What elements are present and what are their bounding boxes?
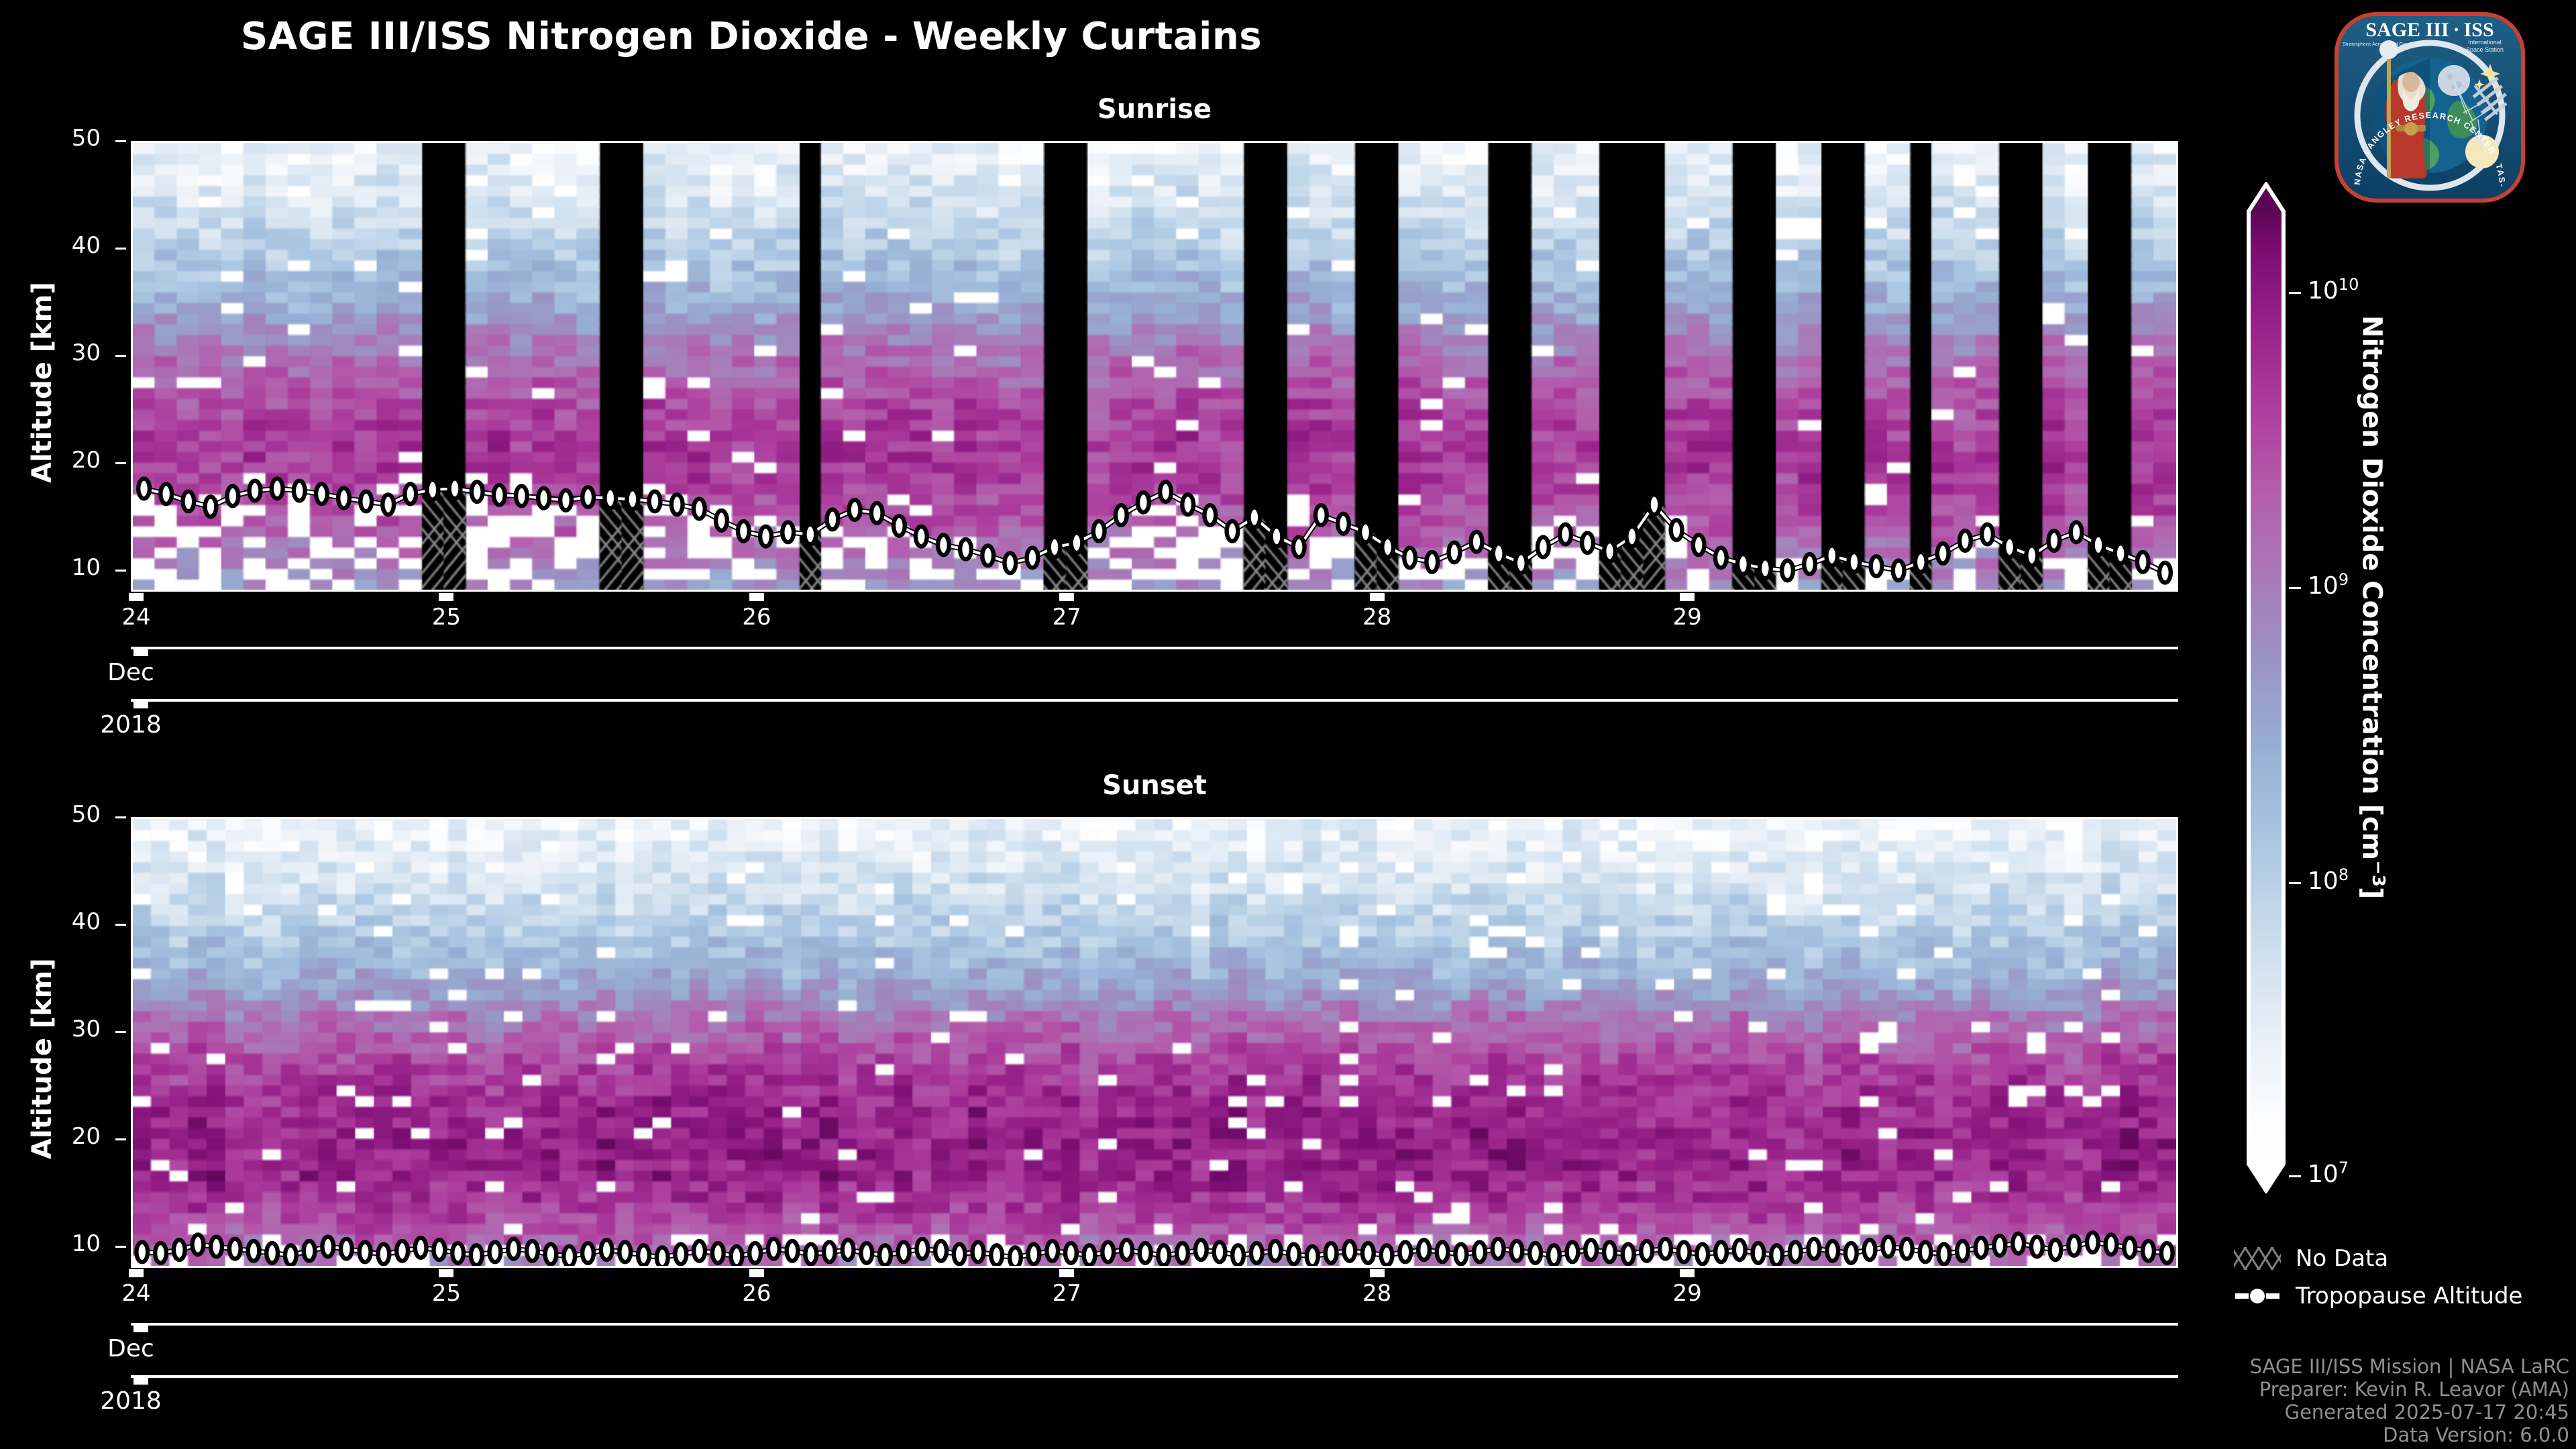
x-tick-label-day: 28 [1362, 1280, 1392, 1307]
colorbar-tick-label: 1010 [2308, 274, 2359, 305]
x-tick-mark-day [1369, 593, 1385, 601]
x-tick-label-day: 25 [431, 1280, 462, 1307]
x-tick-label-day: 29 [1672, 1280, 1702, 1307]
x-tick-mark-day [1680, 1269, 1695, 1277]
legend-item-no-data: No Data [2226, 1240, 2569, 1277]
colorbar: 1010 109 108 107 [2247, 182, 2359, 1193]
legend-item-tropopause: Tropopause Altitude [2234, 1277, 2569, 1315]
y-tick-mark [115, 924, 126, 926]
x-axis-year-label: 2018 [100, 711, 162, 739]
colorbar-tick-mark [2289, 291, 2301, 294]
logo-subtitle-b2: Space Station [2466, 46, 2504, 53]
colorbar-tick-mark [2289, 1175, 2301, 1178]
y-tick-label: 10 [71, 1230, 101, 1257]
y-tick-mark [115, 140, 126, 142]
x-axis-month-label: Dec [107, 1335, 154, 1362]
logo-title-a: SAGE III · ISS [2365, 19, 2493, 41]
y-tick-label: 50 [71, 801, 101, 828]
y-tick-label: 10 [71, 554, 101, 581]
y-tick-mark [115, 570, 126, 572]
x-tick-mark-day [1680, 593, 1695, 601]
footer-line: Generated 2025-07-17 20:45 [2284, 1401, 2569, 1424]
x-tick-mark-day [129, 1269, 144, 1277]
colorbar-tick-label: 109 [2308, 570, 2349, 600]
x-axis-month-rule [131, 647, 2178, 649]
colorbar-tick-mark [2289, 586, 2301, 589]
footer-line: Data Version: 6.0.0 [2383, 1424, 2569, 1446]
y-tick-mark [115, 1031, 126, 1033]
y-tick-mark [115, 1246, 126, 1248]
x-axis-month-rule [131, 1323, 2178, 1326]
sunset-panel-title: Sunset [1102, 770, 1207, 801]
colorbar-gradient [2249, 211, 2284, 1164]
colorbar-tick-mark [2289, 882, 2301, 885]
footer-line: SAGE III/ISS Mission | NASA LaRC [2249, 1355, 2569, 1378]
x-tick-mark-day [749, 593, 764, 601]
colorbar-extend-max-arrow [2249, 184, 2284, 211]
x-tick-label-day: 27 [1052, 1280, 1081, 1307]
y-tick-label: 20 [71, 447, 101, 474]
x-axis-month-label: Dec [107, 659, 154, 686]
x-tick-mark-month [133, 648, 148, 656]
y-tick-mark [115, 355, 126, 357]
legend-label-tropopause: Tropopause Altitude [2296, 1283, 2523, 1309]
logo-subtitle-a: Stratospheric Aerosol and Gas Experiment… [2343, 41, 2439, 47]
y-tick-label: 40 [71, 232, 101, 259]
x-tick-mark-day [1369, 1269, 1385, 1277]
colorbar-tick-label: 107 [2308, 1159, 2349, 1189]
x-tick-mark-year [133, 700, 148, 708]
footer-credits: SAGE III/ISS Mission | NASA LaRC Preparer… [2039, 1355, 2569, 1446]
x-axis-year-label: 2018 [100, 1387, 162, 1415]
page-title: SAGE III/ISS Nitrogen Dioxide - Weekly C… [240, 15, 1263, 58]
colorbar-tick-label: 108 [2308, 865, 2349, 896]
sunrise-heatmap-plot [131, 141, 2178, 592]
sunset-heatmap-canvas [133, 819, 2176, 1266]
x-tick-label-day: 27 [1052, 604, 1081, 631]
y-tick-mark [115, 462, 126, 464]
x-tick-mark-day [439, 1269, 454, 1277]
sunset-tropopause-overlay [134, 1230, 2175, 1266]
y-tick-mark [115, 248, 126, 250]
y-tick-mark [115, 816, 126, 818]
x-tick-mark-day [1059, 593, 1075, 601]
x-axis-year-rule [131, 699, 2178, 702]
logo-subtitle-b1: International [2468, 39, 2502, 46]
y-tick-label: 30 [71, 339, 101, 366]
colorbar-extend-min-arrow [2249, 1164, 2284, 1191]
x-tick-mark-day [749, 1269, 764, 1277]
x-tick-mark-year [133, 1377, 148, 1385]
x-tick-mark-day [439, 593, 454, 601]
y-tick-label: 20 [71, 1123, 101, 1150]
x-tick-label-day: 28 [1362, 604, 1392, 631]
x-tick-label-day: 25 [431, 604, 462, 631]
x-tick-label-day: 29 [1672, 604, 1702, 631]
x-tick-mark-day [1059, 1269, 1075, 1277]
y-tick-label: 50 [71, 125, 101, 152]
no-data-icon [2226, 1240, 2292, 1277]
tropopause-icon [2234, 1285, 2281, 1307]
x-tick-label-day: 26 [742, 1280, 771, 1307]
x-tick-label-day: 24 [121, 1280, 151, 1307]
sunrise-heatmap-canvas [133, 143, 2176, 590]
y-tick-label: 30 [71, 1016, 101, 1042]
footer-line: Preparer: Kevin R. Leavor (AMA) [2259, 1378, 2569, 1401]
x-tick-mark-month [133, 1324, 148, 1332]
sunrise-tropopause-overlay [136, 476, 2174, 585]
y-tick-label: 40 [71, 908, 101, 935]
sunset-heatmap-plot [131, 817, 2178, 1268]
sage-iii-iss-mission-patch-logo: SAGE III · ISS Stratospheric Aerosol and G… [2326, 0, 2530, 208]
legend: No Data Tropopause Altitude [2226, 1240, 2569, 1315]
x-tick-label-day: 24 [121, 604, 151, 631]
legend-label-no-data: No Data [2296, 1245, 2389, 1272]
colorbar-title: Nitrogen Dioxide Concentration [cm−3] [2356, 315, 2388, 900]
colorbar-outline [2247, 182, 2286, 1193]
x-tick-label-day: 26 [742, 604, 771, 631]
x-tick-mark-day [129, 593, 144, 601]
x-axis-year-rule [131, 1375, 2178, 1378]
y-tick-mark [115, 1138, 126, 1140]
sunrise-panel-title: Sunrise [1097, 94, 1212, 125]
